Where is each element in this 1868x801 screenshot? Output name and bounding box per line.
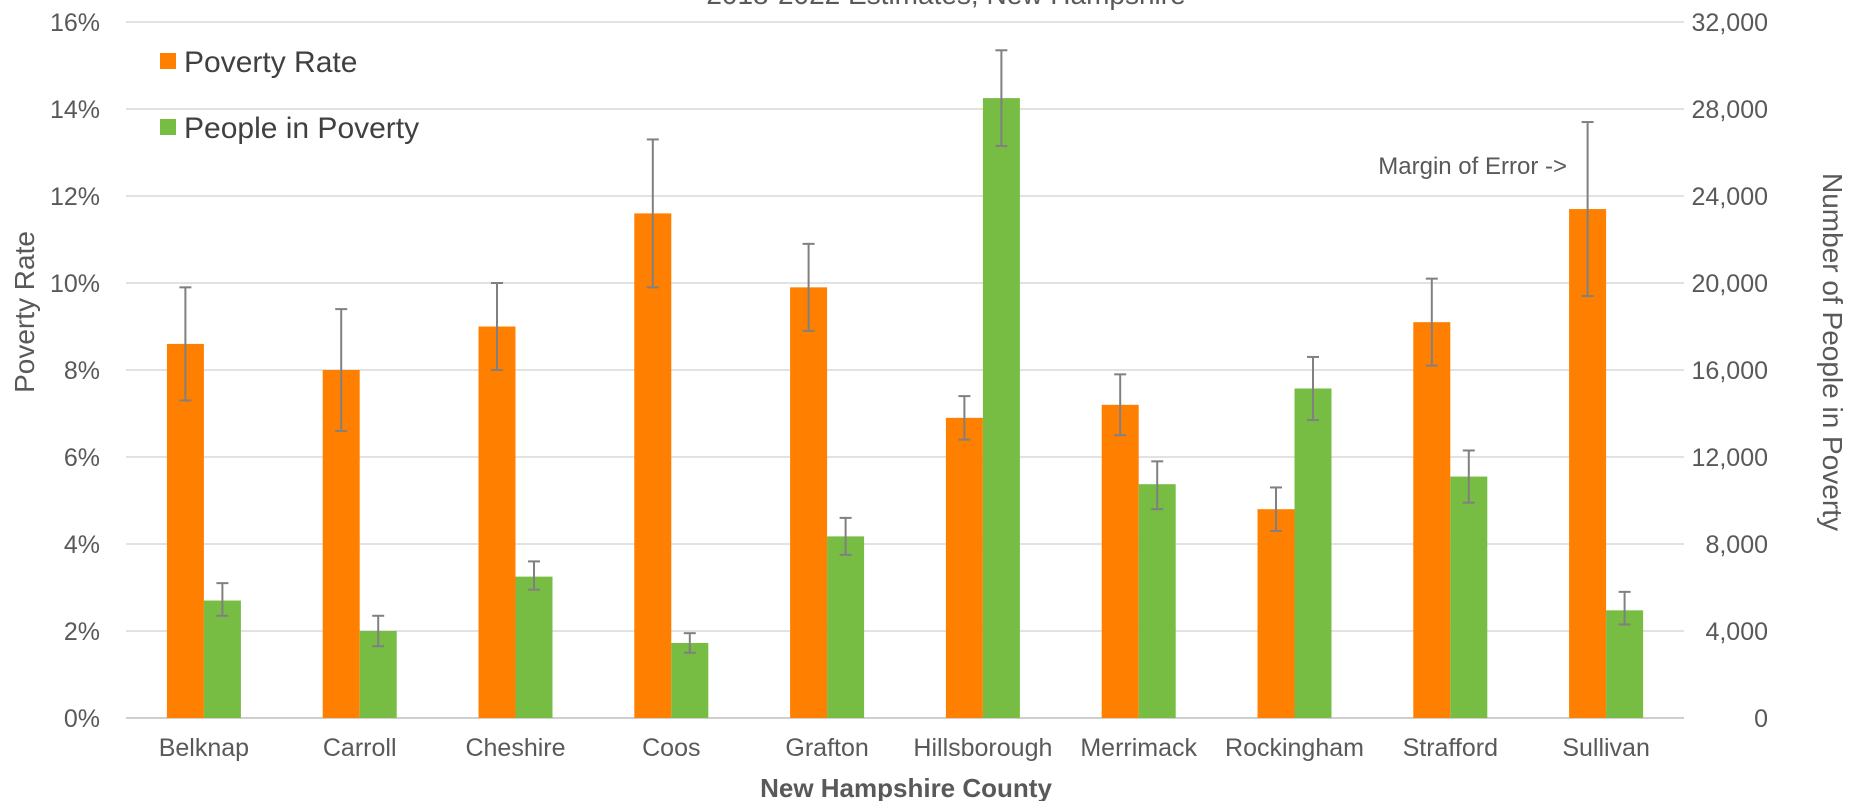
bar-poverty-rate: [1101, 404, 1139, 718]
y-tick-label: 10%: [50, 270, 100, 298]
category-label: Coos: [642, 734, 700, 762]
y-tick-label: 16%: [50, 9, 100, 37]
x-axis-title: New Hampshire County: [760, 773, 1052, 801]
y2-axis-title: Number of People in Poverty: [1817, 173, 1848, 531]
y2-tick-label: 20,000: [1692, 270, 1768, 298]
y2-tick-label: 16,000: [1692, 357, 1768, 385]
bar-poverty-rate: [478, 326, 516, 718]
y-tick-label: 6%: [64, 444, 100, 472]
bar-poverty-rate: [1257, 509, 1295, 718]
bar-people-in-poverty: [1450, 476, 1488, 718]
bar-people-in-poverty: [827, 536, 865, 718]
y2-tick-label: 32,000: [1692, 9, 1768, 37]
y2-tick-label: 8,000: [1705, 531, 1768, 559]
margin-of-error-annotation: Margin of Error ->: [1378, 153, 1567, 180]
bar-poverty-rate: [634, 213, 672, 718]
right-axis-ticks: 0 4,000 8,000 12,000 16,000 20,000 24,000 28,00…: [1692, 9, 1768, 733]
bar-people-in-poverty: [1606, 610, 1644, 718]
y2-tick-label: 4,000: [1705, 618, 1768, 646]
category-label: Rockingham: [1225, 734, 1364, 762]
category-label: Hillsborough: [913, 734, 1052, 762]
bar-people-in-poverty: [671, 642, 709, 718]
category-label: Merrimack: [1080, 734, 1197, 762]
y-tick-label: 12%: [50, 183, 100, 211]
y-tick-label: 8%: [64, 357, 100, 385]
left-axis-ticks: 0% 2% 4% 6% 8% 10% 12% 14% 16%: [50, 9, 100, 733]
y2-tick-label: 28,000: [1692, 96, 1768, 124]
category-label: Cheshire: [465, 734, 565, 762]
bar-poverty-rate: [790, 287, 828, 718]
bar-people-in-poverty: [1138, 484, 1176, 718]
bars: [166, 98, 1644, 719]
legend: Poverty Rate People in Poverty: [160, 46, 419, 145]
legend-swatch-people-in-poverty: [160, 119, 176, 135]
y2-tick-label: 0: [1754, 705, 1768, 733]
y2-tick-label: 12,000: [1692, 444, 1768, 472]
y-tick-label: 2%: [64, 618, 100, 646]
bar-people-in-poverty: [515, 576, 553, 718]
bar-poverty-rate: [945, 417, 983, 718]
bar-people-in-poverty: [982, 98, 1020, 718]
legend-swatch-poverty-rate: [160, 53, 176, 69]
legend-label-people-in-poverty: People in Poverty: [184, 112, 419, 145]
bar-poverty-rate: [1413, 322, 1451, 718]
y-tick-label: 4%: [64, 531, 100, 559]
category-label: Sullivan: [1562, 734, 1650, 762]
y2-tick-label: 24,000: [1692, 183, 1768, 211]
bar-people-in-poverty: [203, 600, 241, 718]
bar-people-in-poverty: [1294, 388, 1332, 718]
category-labels: Belknap Carroll Cheshire Coos Grafton Hillsbo…: [159, 734, 1650, 762]
bar-poverty-rate: [166, 343, 204, 718]
category-label: Carroll: [323, 734, 397, 762]
error-bars: [179, 49, 1631, 654]
y-tick-label: 0%: [64, 705, 100, 733]
chart-title: 2018-2022 Estimates, New Hampshire: [706, 0, 1185, 10]
category-label: Grafton: [785, 734, 868, 762]
y-axis-title: Poverty Rate: [9, 231, 40, 393]
category-label: Strafford: [1403, 734, 1498, 762]
y-tick-label: 14%: [50, 96, 100, 124]
category-label: Belknap: [159, 734, 249, 762]
legend-label-poverty-rate: Poverty Rate: [184, 46, 357, 79]
